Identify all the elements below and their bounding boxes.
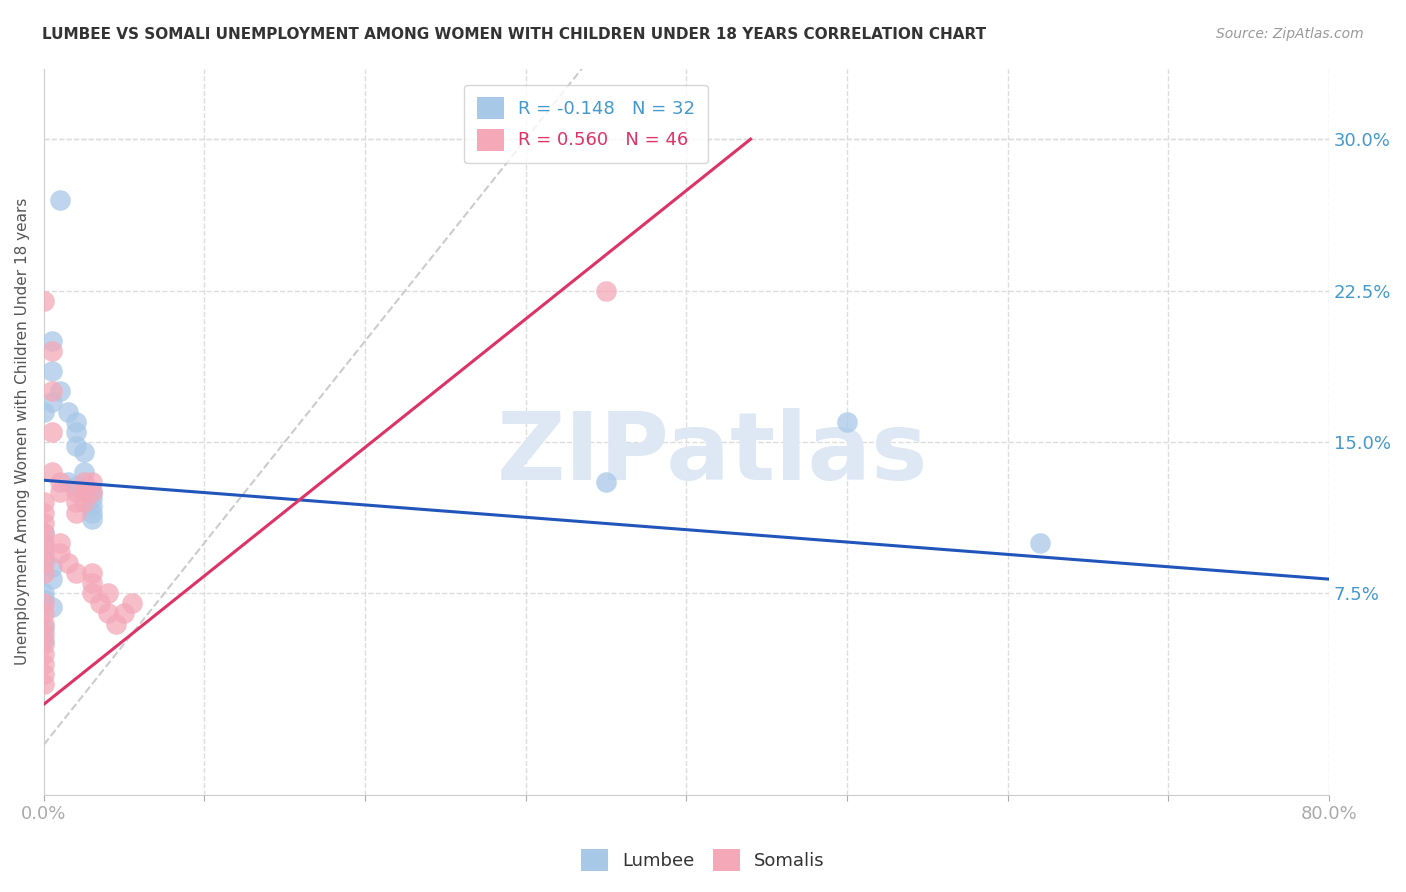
Point: [32, 621, 55, 635]
Y-axis label: Unemployment Among Women with Children Under 18 years: Unemployment Among Women with Children U…: [15, 198, 30, 665]
Point: [80, 511, 103, 525]
Point: [65, 506, 87, 520]
Point: [80, 566, 103, 580]
Point: [41, 334, 63, 348]
Point: [49, 485, 72, 500]
Text: Source: ZipAtlas.com: Source: ZipAtlas.com: [1216, 27, 1364, 41]
Point: [32, 586, 55, 600]
Text: LUMBEE VS SOMALI UNEMPLOYMENT AMONG WOMEN WITH CHILDREN UNDER 18 YEARS CORRELATI: LUMBEE VS SOMALI UNEMPLOYMENT AMONG WOME…: [42, 27, 986, 42]
Point: [80, 491, 103, 506]
Point: [32, 506, 55, 520]
Point: [32, 592, 55, 607]
Point: [73, 485, 96, 500]
Point: [73, 475, 96, 490]
Point: [41, 425, 63, 439]
Point: [80, 485, 103, 500]
Point: [80, 576, 103, 591]
Point: [32, 596, 55, 610]
Point: [32, 647, 55, 661]
Point: [41, 394, 63, 409]
Point: [32, 607, 55, 621]
Point: [49, 193, 72, 207]
Point: [32, 566, 55, 580]
Point: [41, 465, 63, 479]
Point: [56, 475, 79, 490]
Point: [1028, 536, 1050, 550]
Point: [80, 475, 103, 490]
Point: [56, 556, 79, 570]
Point: [89, 596, 111, 610]
Point: [32, 536, 55, 550]
Point: [80, 586, 103, 600]
Point: [56, 404, 79, 418]
Point: [73, 495, 96, 509]
Point: [41, 344, 63, 359]
Point: [32, 556, 55, 570]
Point: [41, 384, 63, 399]
Point: [32, 546, 55, 560]
Point: [32, 495, 55, 509]
Point: [121, 596, 143, 610]
Point: [65, 566, 87, 580]
Point: [80, 485, 103, 500]
Point: [73, 465, 96, 479]
Text: ZIPatlas: ZIPatlas: [496, 408, 928, 500]
Point: [32, 657, 55, 671]
Point: [595, 475, 617, 490]
Point: [32, 632, 55, 647]
Point: [49, 384, 72, 399]
Point: [32, 540, 55, 554]
Point: [595, 284, 617, 298]
Point: [32, 677, 55, 691]
Point: [73, 445, 96, 459]
Point: [32, 637, 55, 651]
Point: [32, 626, 55, 640]
Point: [32, 293, 55, 308]
Point: [41, 600, 63, 615]
Legend: Lumbee, Somalis: Lumbee, Somalis: [574, 842, 832, 879]
Point: [835, 415, 858, 429]
Point: [97, 586, 120, 600]
Point: [32, 616, 55, 631]
Point: [65, 425, 87, 439]
Point: [32, 516, 55, 530]
Point: [32, 525, 55, 540]
Point: [112, 607, 135, 621]
Point: [49, 475, 72, 490]
Point: [65, 485, 87, 500]
Point: [65, 439, 87, 453]
Point: [41, 572, 63, 586]
Point: [49, 536, 72, 550]
Point: [105, 616, 128, 631]
Point: [49, 546, 72, 560]
Point: [65, 415, 87, 429]
Point: [32, 552, 55, 566]
Legend: R = -0.148   N = 32, R = 0.560   N = 46: R = -0.148 N = 32, R = 0.560 N = 46: [464, 85, 707, 163]
Point: [41, 364, 63, 378]
Point: [32, 404, 55, 418]
Point: [32, 667, 55, 681]
Point: [41, 560, 63, 574]
Point: [32, 525, 55, 540]
Point: [97, 607, 120, 621]
Point: [65, 495, 87, 509]
Point: [80, 506, 103, 520]
Point: [65, 479, 87, 493]
Point: [80, 500, 103, 514]
